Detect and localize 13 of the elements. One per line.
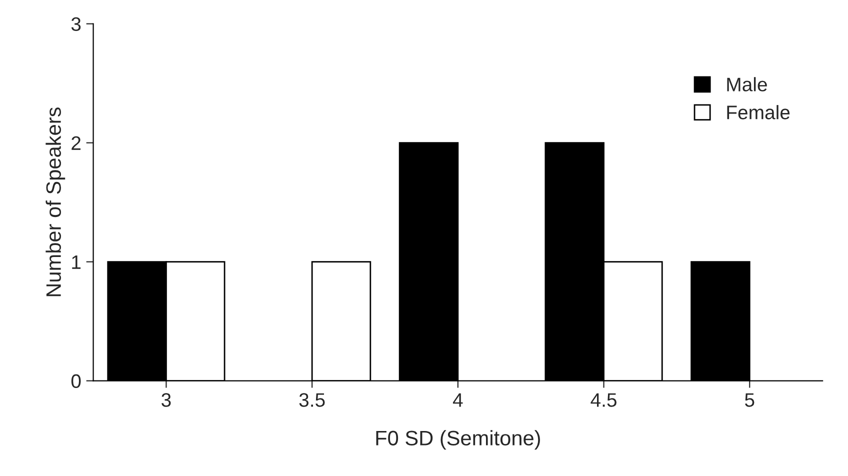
x-tick-label: 4.5 <box>590 393 616 407</box>
x-tick-label: 3 <box>162 393 171 407</box>
x-tick-label: 3.5 <box>299 393 325 407</box>
y-tick-label: 3 <box>71 17 81 32</box>
x-tick-label: 4 <box>452 393 463 407</box>
y-tick-label: 0 <box>71 374 81 388</box>
x-axis-title: F0 SD (Semitone) <box>376 430 540 450</box>
legend-label: Male <box>727 77 767 92</box>
x-tick-label: 5 <box>745 393 754 407</box>
y-tick-label: 2 <box>72 136 80 150</box>
y-tick-label: 1 <box>72 255 81 269</box>
legend-label: Female <box>727 105 790 120</box>
y-axis-title: Number of Speakers <box>46 108 66 296</box>
